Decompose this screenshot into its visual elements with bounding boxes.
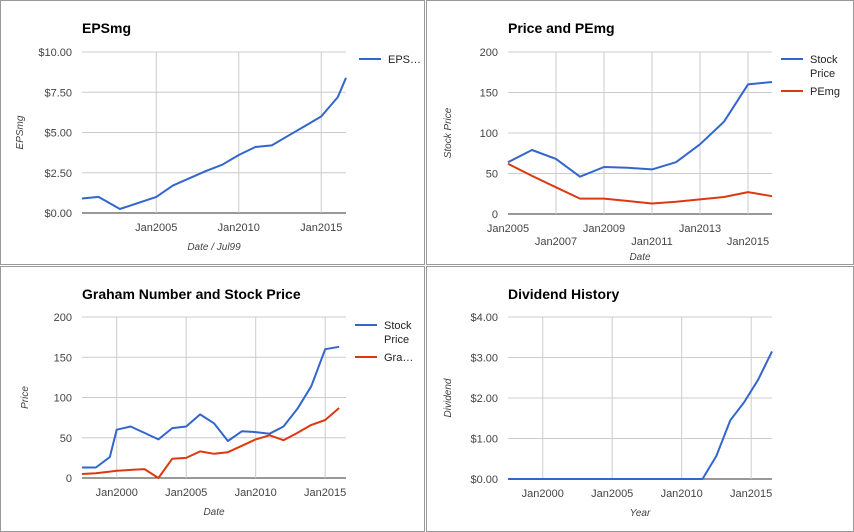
chart-title: Dividend History <box>508 286 619 302</box>
x-tick-label: Jan2000 <box>522 488 564 500</box>
y-tick-label: 100 <box>480 128 498 140</box>
y-tick-label: 0 <box>66 473 72 485</box>
y-tick-label: 200 <box>480 47 498 59</box>
y-axis-label: Dividend <box>443 378 454 417</box>
series-line <box>508 350 773 480</box>
series-line <box>507 81 773 178</box>
chart-graham: Graham Number and Stock Price 0 50 100 150 20… <box>20 286 413 518</box>
y-tick-label: $0.00 <box>470 474 498 486</box>
y-tick-label: 50 <box>486 169 498 181</box>
x-tick-label: Jan2005 <box>135 222 177 234</box>
y-tick-label: 200 <box>54 312 72 324</box>
x-axis-label: Date <box>629 252 651 263</box>
legend-label: PEmg <box>810 86 840 98</box>
x-axis-label: Date <box>203 507 225 518</box>
legend-label: EPS… <box>388 54 421 66</box>
panel-price-pemg: Price and PEmg 0 50 100 150 200 Jan2005 Jan2009… <box>426 0 854 265</box>
y-tick-label: $4.00 <box>470 312 498 324</box>
x-tick-label: Jan2005 <box>165 487 207 499</box>
x-tick-label: Jan2011 <box>631 236 672 248</box>
legend-label: Stock Price <box>384 320 412 346</box>
x-tick-label: Jan2005 <box>591 488 633 500</box>
y-tick-label: 100 <box>54 393 72 405</box>
chart-price-pemg: Price and PEmg 0 50 100 150 200 Jan2005 Jan2009… <box>443 20 840 263</box>
panel-graham: Graham Number and Stock Price 0 50 100 150 20… <box>0 266 425 532</box>
y-tick-label: $1.00 <box>470 434 498 446</box>
y-axis-label: Price <box>20 386 31 409</box>
chart-title: Price and PEmg <box>508 20 615 36</box>
chart-title: EPSmg <box>82 20 131 36</box>
x-tick-label: Jan2005 <box>487 223 529 235</box>
y-tick-label: $3.00 <box>470 353 498 365</box>
x-axis-label: Date / Jul99 <box>187 242 241 253</box>
x-tick-label: Jan2015 <box>304 487 346 499</box>
chart-title: Graham Number and Stock Price <box>82 286 301 302</box>
series-line <box>81 407 340 479</box>
x-tick-label: Jan2010 <box>235 487 277 499</box>
series-line <box>507 162 773 205</box>
series-line <box>82 345 340 469</box>
x-tick-label: Jan2013 <box>679 223 721 235</box>
x-tick-label: Jan2007 <box>535 236 577 248</box>
x-tick-label: Jan2010 <box>218 222 260 234</box>
chart-epsmg: EPSmg $0.00 $2.50 $5.00 $7.50 $10.00 Jan2005 Ja… <box>15 20 421 253</box>
y-tick-label: 150 <box>480 88 498 100</box>
y-axis-label: Stock Price <box>443 107 454 158</box>
y-tick-label: 150 <box>54 352 72 364</box>
y-tick-label: 50 <box>60 433 72 445</box>
panel-dividend: Dividend History $0.00 $1.00 $2.00 $3.00 $4.0… <box>426 266 854 532</box>
chart-dividend: Dividend History $0.00 $1.00 $2.00 $3.00 $4.0… <box>443 286 773 519</box>
x-tick-label: Jan2009 <box>583 223 625 235</box>
x-tick-label: Jan2015 <box>300 222 342 234</box>
y-tick-label: $2.00 <box>470 393 498 405</box>
x-tick-label: Jan2000 <box>96 487 138 499</box>
x-tick-label: Jan2015 <box>727 236 769 248</box>
y-tick-label: $5.00 <box>44 128 72 140</box>
y-tick-label: $7.50 <box>44 87 72 99</box>
y-tick-label: 0 <box>492 209 498 221</box>
y-tick-label: $0.00 <box>44 208 72 220</box>
panel-epsmg: EPSmg $0.00 $2.50 $5.00 $7.50 $10.00 Jan2005 Ja… <box>0 0 425 265</box>
x-axis-label: Year <box>630 508 651 519</box>
x-tick-label: Jan2010 <box>661 488 703 500</box>
y-tick-label: $10.00 <box>38 47 72 59</box>
legend-label: Stock Price <box>810 54 838 80</box>
y-axis-label: EPSmg <box>15 115 26 149</box>
legend-label: Gra… <box>384 352 413 364</box>
y-tick-label: $2.50 <box>44 168 72 180</box>
series-line <box>81 77 347 210</box>
x-tick-label: Jan2015 <box>730 488 772 500</box>
